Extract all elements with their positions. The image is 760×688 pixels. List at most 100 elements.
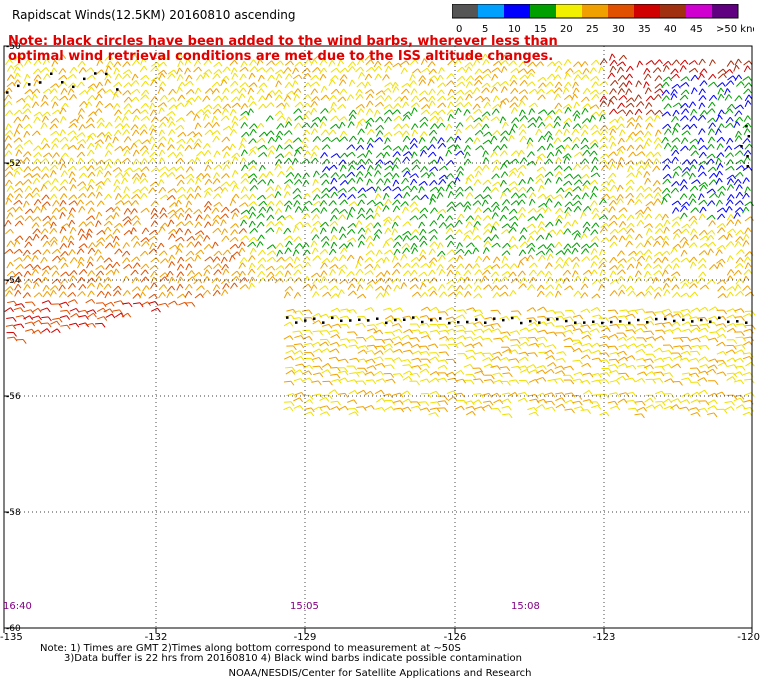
wind-barb-feather — [685, 108, 690, 113]
wind-barb-staff — [626, 228, 632, 235]
wind-barb-staff — [131, 129, 137, 137]
wind-barb-staff — [186, 235, 193, 242]
wind-barb-feather — [8, 94, 12, 100]
wind-barb-staff — [266, 220, 272, 227]
wind-barb-feather — [495, 95, 500, 101]
wind-barb-staff — [528, 230, 536, 236]
wind-barb-staff — [456, 263, 462, 270]
wind-barb-feather — [191, 110, 195, 116]
wind-barb-staff — [365, 250, 372, 256]
wind-barb-staff — [626, 214, 632, 221]
wind-barb-feather — [543, 202, 548, 208]
wind-barb-staff — [663, 103, 669, 110]
wind-barb-staff — [357, 234, 363, 241]
wind-barb-staff — [302, 283, 309, 289]
wind-barb-staff — [319, 227, 324, 235]
wind-barb-staff — [626, 144, 632, 152]
wind-barb-feather — [424, 181, 428, 186]
wind-barb-staff — [231, 152, 238, 159]
wind-barb-staff — [688, 172, 693, 180]
wind-barb-staff — [609, 59, 615, 67]
wind-barb-staff — [716, 207, 724, 213]
wind-barb-feather — [433, 68, 437, 74]
wind-barb-feather — [124, 177, 129, 183]
wind-barb-staff — [517, 164, 524, 171]
wind-barb-staff — [590, 172, 598, 178]
wind-barb-feather — [692, 164, 697, 170]
wind-barb-staff — [31, 269, 36, 276]
wind-barb-staff — [509, 215, 516, 221]
wind-barb-staff — [526, 235, 532, 243]
wind-barb-feather — [603, 95, 608, 101]
wind-barb-feather — [369, 284, 374, 289]
wind-barb-staff — [348, 160, 354, 166]
wind-barb-feather — [394, 255, 399, 261]
wind-barb-feather — [557, 74, 562, 79]
wind-barb-staff — [203, 149, 209, 157]
wind-barb-staff — [79, 89, 86, 96]
wind-barb-staff — [393, 241, 399, 249]
wind-barb-staff — [231, 184, 236, 192]
wind-barb-feather — [539, 178, 544, 183]
wind-barb-staff — [103, 193, 109, 201]
wind-barb-feather — [27, 254, 32, 260]
wind-barb-feather — [190, 178, 195, 183]
wind-barb-staff — [547, 61, 553, 67]
wind-barb-staff — [546, 89, 553, 95]
wind-barb-staff — [375, 178, 381, 185]
wind-barb-staff — [148, 124, 154, 131]
wind-barb-staff — [447, 88, 452, 96]
wind-barb-feather — [648, 249, 653, 254]
wind-barb-feather — [164, 171, 169, 177]
wind-barb-staff — [634, 94, 639, 102]
wind-barb-feather — [93, 83, 98, 89]
wind-barb-feather — [459, 229, 463, 234]
wind-barb-staff — [625, 285, 632, 292]
wind-barb-staff — [481, 199, 486, 207]
wind-barb-feather — [315, 234, 320, 239]
wind-barb-staff — [589, 179, 596, 186]
wind-barb-staff — [328, 79, 333, 87]
wind-barb-feather — [738, 95, 743, 100]
wind-barb-feather — [19, 188, 24, 193]
wind-barb-staff — [150, 207, 155, 215]
wind-barb-staff — [501, 256, 506, 263]
wind-barb-feather — [272, 250, 277, 256]
wind-barb-staff — [455, 122, 461, 129]
wind-barb-feather — [190, 187, 195, 192]
wind-barb-feather — [36, 158, 41, 163]
wind-barb-feather — [271, 136, 275, 142]
wind-barb-feather — [351, 164, 356, 170]
wind-barb-feather — [152, 124, 157, 129]
wind-barb-feather — [20, 215, 25, 220]
wind-barb-staff — [564, 206, 569, 214]
wind-barb-staff — [220, 115, 227, 122]
wind-barb-staff — [492, 165, 497, 173]
wind-barb-staff — [538, 254, 543, 262]
wind-barb-feather — [206, 173, 211, 178]
wind-barb-staff — [402, 206, 406, 214]
wind-barb-feather — [738, 58, 742, 64]
wind-barb-staff — [527, 177, 531, 184]
wind-barb-staff — [175, 207, 182, 213]
wind-barb-feather — [162, 81, 167, 86]
wind-barb-staff — [563, 128, 567, 136]
wind-barb-feather — [146, 116, 150, 121]
wind-barb-staff — [653, 251, 661, 257]
wind-barb-staff — [474, 129, 481, 136]
wind-barb-staff — [96, 122, 102, 129]
wind-barb-staff — [365, 59, 372, 66]
wind-barb-feather — [711, 230, 716, 235]
wind-barb-feather — [8, 143, 13, 148]
wind-barb-staff — [148, 235, 155, 241]
wind-barb-feather — [126, 257, 131, 263]
wind-barb-feather — [16, 129, 21, 135]
wind-barb-staff — [256, 137, 263, 144]
wind-barb-feather — [648, 255, 653, 260]
wind-barb-feather — [514, 244, 519, 250]
wind-barb-feather — [107, 78, 111, 84]
wind-barb-staff — [158, 250, 165, 257]
wind-barb-staff — [464, 249, 469, 257]
wind-barb-feather — [442, 208, 447, 214]
wind-barb-feather — [478, 108, 483, 114]
